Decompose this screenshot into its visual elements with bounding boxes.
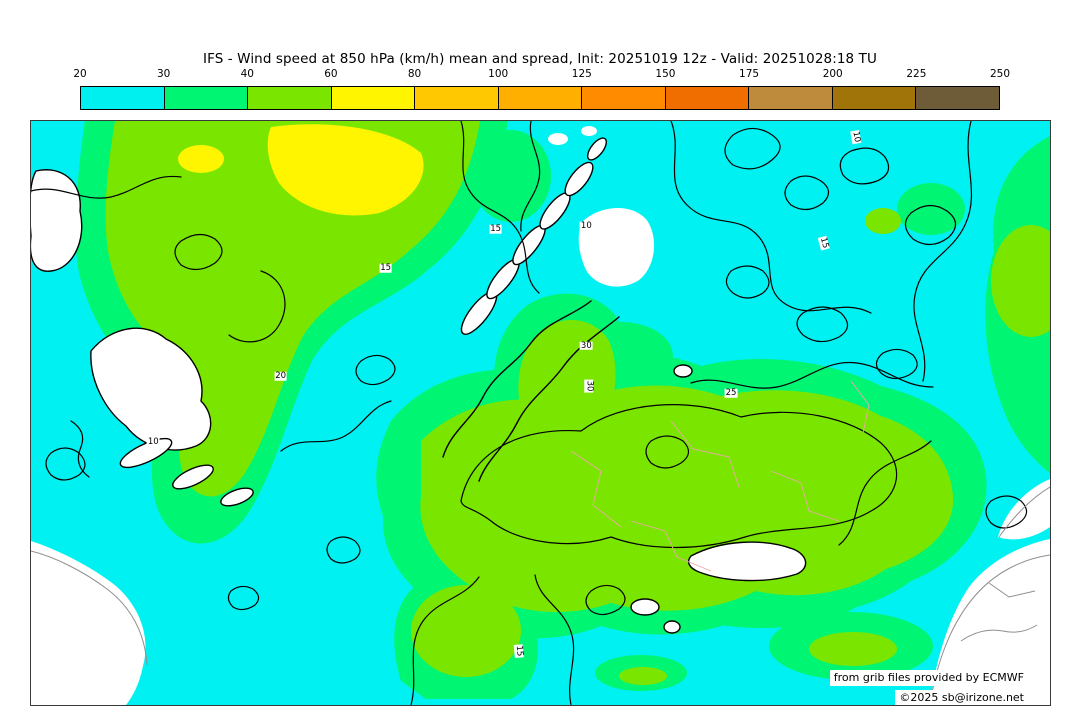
colorbar-cell-1	[164, 87, 249, 109]
colorbar-tick-40: 40	[240, 68, 254, 80]
colorbar-tick-200: 200	[822, 68, 843, 80]
spread-contours	[31, 121, 1028, 705]
colorbar-cells	[80, 86, 1000, 110]
contour-label-20: 20	[274, 370, 288, 381]
colorbar-cell-6	[582, 87, 666, 109]
colorbar-tick-250: 250	[989, 68, 1011, 80]
contour-label-15: 15	[817, 235, 831, 251]
colorbar-cell-7	[665, 87, 750, 109]
contour-label-15: 15	[489, 223, 503, 234]
colorbar-cell-0	[81, 87, 165, 109]
fill-layer-60-80	[178, 124, 424, 216]
colorbar-tick-100: 100	[488, 68, 509, 80]
contour-label-30: 30	[579, 340, 593, 351]
colorbar-tick-125: 125	[571, 68, 592, 80]
credit-line2: ©2025 sb@irizone.net	[895, 690, 1028, 705]
contour-label-15: 15	[379, 262, 393, 273]
colorbar: 20 30 40 60 80 100 125 150 175 200 225 250	[73, 68, 1010, 112]
colorbar-tick-30: 30	[156, 68, 171, 80]
colorbar-tick-175: 175	[739, 68, 760, 80]
contour-label-25: 25	[724, 387, 738, 398]
colorbar-cell-9	[832, 87, 917, 109]
colorbar-tick-60: 60	[324, 68, 338, 80]
contour-label-10: 10	[579, 220, 593, 231]
weather-map-svg	[31, 121, 1050, 705]
contour-label-30: 30	[584, 379, 595, 393]
contour-label-15: 15	[513, 644, 525, 659]
colorbar-cell-5	[498, 87, 583, 109]
contour-label-10: 10	[850, 130, 863, 145]
credit-line1: from grib files provided by ECMWF	[829, 670, 1028, 686]
credit-ecmwf: from grib files provided by ECMWF	[829, 670, 1028, 689]
colorbar-tick-225: 225	[906, 68, 927, 80]
fill-layer-below-20	[31, 126, 1050, 705]
credit-irizone: ©2025 sb@irizone.net	[895, 690, 1028, 705]
colorbar-cell-2	[248, 87, 332, 109]
weather-map: 15 15 10 30 30 25 15 10 15 20 10 from grib files p…	[30, 120, 1051, 706]
colorbar-cell-3	[331, 87, 416, 109]
colorbar-cell-10	[916, 87, 1000, 109]
colorbar-tick-20: 20	[73, 68, 87, 80]
colorbar-tick-labels: 20 30 40 60 80 100 125 150 175 200 225 250	[73, 68, 1010, 84]
colorbar-cell-8	[749, 87, 833, 109]
chart-title: IFS - Wind speed at 850 hPa (km/h) mean …	[203, 51, 877, 67]
country-borders	[570, 380, 870, 572]
colorbar-tick-150: 150	[655, 68, 676, 80]
colorbar-tick-80: 80	[407, 68, 422, 80]
colorbar-cell-4	[415, 87, 499, 109]
contour-label-10: 10	[146, 436, 160, 447]
